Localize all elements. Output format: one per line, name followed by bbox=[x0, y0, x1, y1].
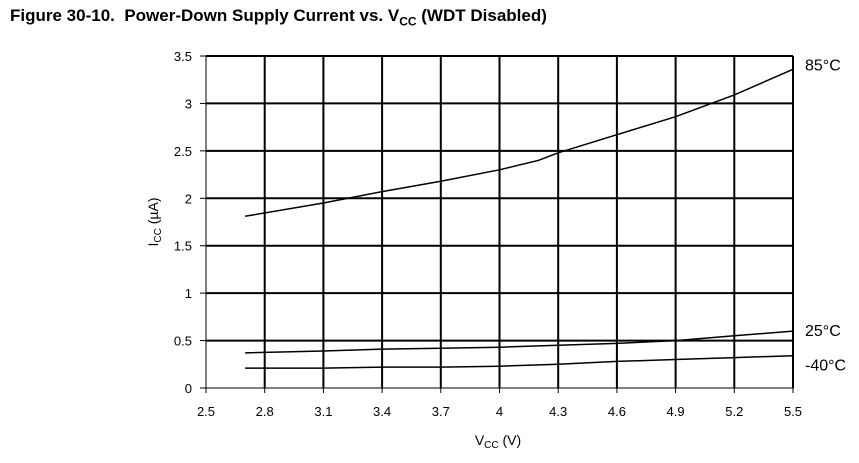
x-tick-label: 4.9 bbox=[667, 404, 685, 419]
x-tick-label: 4.6 bbox=[608, 404, 626, 419]
series-line-1 bbox=[244, 68, 794, 218]
figure-title: Figure 30-10. Power-Down Supply Current … bbox=[10, 6, 547, 28]
figure-title-subscript: CC bbox=[399, 14, 417, 29]
y-axis-label: ICC (µA) bbox=[145, 198, 164, 247]
y-tick-label: 2 bbox=[185, 191, 192, 206]
y-tick-label: 0.5 bbox=[174, 334, 192, 349]
x-tick-label: 5.5 bbox=[784, 404, 802, 419]
x-tick-label: 4.3 bbox=[549, 404, 567, 419]
x-tick-label: 4 bbox=[496, 404, 503, 419]
chart-grid bbox=[206, 55, 794, 388]
series-label-1: 85°C bbox=[805, 57, 841, 74]
chart-ticks: 2.5 2.8 3.1 3.4 3.7 4 4.3 4.6 4.9 5.2 5.5 0 0.5 1 1.5 2… bbox=[174, 49, 802, 419]
y-tick-label: 3 bbox=[185, 96, 192, 111]
chart-series bbox=[244, 68, 794, 369]
x-axis-label-subscript: CC bbox=[484, 440, 498, 451]
y-tick-label: 3.5 bbox=[174, 49, 192, 64]
figure-title-suffix: (WDT Disabled) bbox=[416, 6, 547, 25]
x-axis-label-main: V bbox=[475, 432, 485, 448]
series-label-3: -40°C bbox=[805, 358, 846, 375]
y-tick-label: 1 bbox=[185, 286, 192, 301]
y-axis-label-unit: (µA) bbox=[145, 198, 161, 229]
y-tick-label: 1.5 bbox=[174, 239, 192, 254]
x-tick-label: 2.8 bbox=[256, 404, 274, 419]
y-tick-label: 0 bbox=[185, 381, 192, 396]
series-label-2: 25°C bbox=[805, 323, 841, 340]
x-tick-label: 5.2 bbox=[725, 404, 743, 419]
x-tick-label: 3.7 bbox=[432, 404, 450, 419]
chart-series-labels: 85°C 25°C -40°C bbox=[805, 57, 846, 374]
figure-label: Figure 30-10. bbox=[10, 6, 115, 25]
x-axis-label-unit: (V) bbox=[499, 432, 522, 448]
x-tick-label: 3.4 bbox=[373, 404, 391, 419]
y-axis-label-subscript: CC bbox=[153, 228, 164, 242]
series-line-2 bbox=[245, 330, 794, 354]
x-axis-label: VCC (V) bbox=[475, 432, 521, 451]
x-tick-label: 2.5 bbox=[197, 404, 215, 419]
y-axis-label-main: I bbox=[145, 243, 161, 247]
x-tick-label: 3.1 bbox=[314, 404, 332, 419]
series-line-3 bbox=[245, 354, 794, 369]
y-tick-label: 2.5 bbox=[174, 144, 192, 159]
figure-title-main: Power-Down Supply Current vs. V bbox=[124, 6, 400, 25]
